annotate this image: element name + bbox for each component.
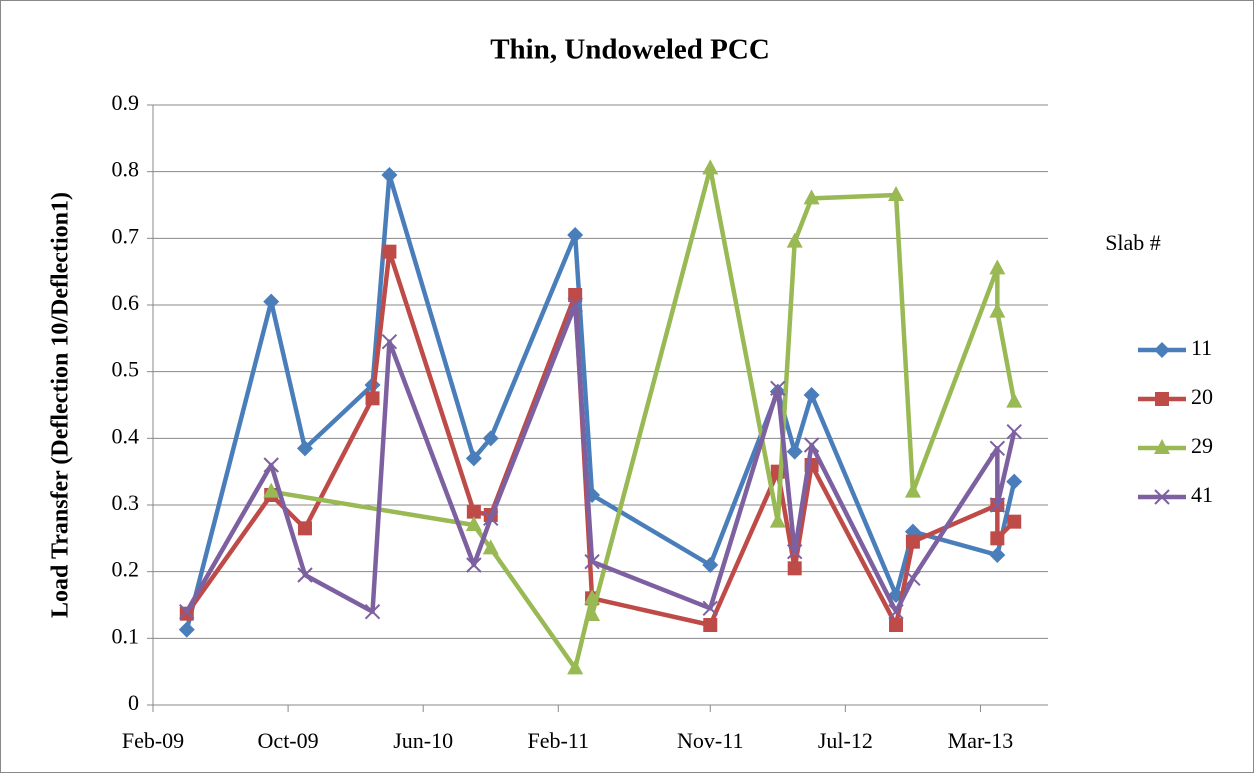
marker	[769, 512, 786, 528]
chart-title: Thin, Undoweled PCC	[490, 34, 770, 66]
marker	[989, 440, 1006, 457]
marker	[568, 288, 583, 302]
marker	[1006, 392, 1023, 408]
y-tick-label: 0.9	[112, 90, 140, 115]
marker	[365, 391, 380, 406]
marker	[989, 302, 1006, 318]
legend-marker	[1154, 489, 1170, 505]
marker	[466, 557, 482, 573]
marker	[466, 504, 481, 519]
x-tick-label: Feb-09	[122, 728, 184, 753]
x-tick-label: Jul-12	[818, 728, 873, 753]
marker	[297, 521, 312, 536]
marker	[703, 618, 718, 632]
marker	[770, 380, 786, 397]
marker	[584, 589, 601, 605]
marker	[702, 600, 718, 617]
marker	[905, 534, 920, 549]
y-tick-label: 0	[128, 690, 139, 715]
x-tick-label: Jun-10	[393, 728, 453, 753]
marker	[297, 567, 313, 583]
marker	[904, 482, 921, 498]
legend-marker	[1155, 392, 1169, 406]
marker	[483, 510, 499, 527]
legend-title: Slab #	[1105, 230, 1161, 255]
legend-label: 29	[1191, 433, 1213, 458]
marker	[702, 159, 719, 175]
legend-marker	[1154, 342, 1170, 358]
marker	[1006, 473, 1023, 490]
marker	[786, 443, 803, 460]
marker	[179, 603, 195, 620]
marker	[382, 244, 397, 259]
marker	[296, 440, 313, 457]
marker	[888, 603, 904, 620]
marker	[989, 547, 1006, 563]
marker	[803, 437, 820, 453]
marker	[990, 531, 1005, 546]
marker	[381, 167, 398, 183]
marker	[178, 621, 195, 638]
marker	[263, 457, 279, 473]
marker	[567, 659, 584, 675]
marker	[786, 543, 803, 560]
marker	[263, 293, 280, 310]
marker	[567, 227, 584, 243]
x-tick-label: Mar-13	[948, 728, 1014, 753]
marker	[905, 570, 921, 587]
y-tick-label: 0.3	[112, 490, 140, 515]
marker	[702, 557, 719, 573]
marker	[584, 606, 601, 621]
legend-label: 20	[1191, 384, 1213, 409]
marker	[1007, 514, 1022, 529]
x-tick-label: Nov-11	[677, 728, 743, 753]
marker	[787, 561, 802, 576]
marker	[465, 450, 482, 467]
y-tick-label: 0.8	[112, 157, 140, 182]
marker	[889, 618, 904, 632]
marker	[989, 259, 1006, 275]
marker	[263, 482, 280, 498]
marker	[803, 387, 820, 403]
y-tick-label: 0.5	[112, 357, 140, 382]
marker	[482, 539, 499, 555]
marker	[888, 186, 905, 201]
marker	[1006, 423, 1022, 440]
marker	[803, 189, 820, 205]
series-line	[184, 302, 1017, 614]
x-tick-label: Feb-11	[528, 728, 590, 753]
marker	[381, 333, 398, 350]
y-tick-label: 0.2	[112, 557, 140, 582]
marker	[584, 553, 600, 570]
x-tick-label: Oct-09	[258, 728, 319, 753]
y-tick-label: 0.4	[112, 423, 140, 448]
marker	[989, 497, 1006, 513]
marker	[364, 603, 381, 620]
series-line	[184, 249, 1016, 628]
y-tick-label: 0.1	[112, 623, 140, 648]
marker	[465, 516, 482, 531]
marker	[179, 606, 194, 621]
legend-label: 11	[1191, 335, 1212, 360]
legend-label: 41	[1191, 482, 1213, 507]
y-tick-label: 0.7	[112, 223, 140, 248]
marker	[567, 297, 583, 313]
marker	[786, 232, 803, 248]
legend-marker	[1154, 439, 1170, 454]
y-axis-label: Load Transfer (Deflection 10/Deflection1…	[48, 192, 74, 618]
marker	[482, 430, 499, 447]
y-tick-label: 0.6	[112, 290, 140, 315]
